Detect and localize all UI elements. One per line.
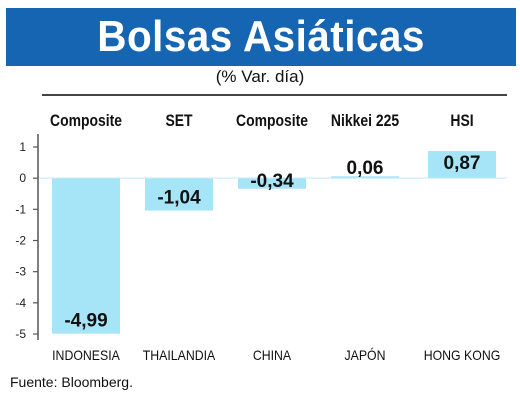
x-axis-labels: INDONESIA THAILANDIA CHINA JAPÓN HONG KONG [52, 347, 500, 363]
index-name-label: SET [165, 112, 193, 131]
value-label: -4,99 [64, 311, 107, 332]
header-divider [42, 94, 507, 96]
source-note: Fuente: Bloomberg. [10, 374, 133, 390]
value-labels: -4,99 -1,04 -0,34 0,06 0,87 [64, 153, 480, 332]
y-tick-label: -3 [15, 265, 26, 279]
y-tick-label: -2 [15, 234, 26, 248]
x-category-label: CHINA [253, 347, 291, 363]
index-name-label: HSI [450, 112, 473, 131]
bars [38, 151, 507, 334]
chart-subtitle: (% Var. día) [215, 67, 305, 86]
x-category-label: JAPÓN [344, 347, 385, 363]
bar [238, 178, 306, 189]
index-name-label: Nikkei 225 [331, 112, 399, 131]
x-category-label: HONG KONG [424, 347, 501, 363]
x-category-label: THAILANDIA [143, 347, 216, 363]
bar [428, 151, 496, 179]
value-label: -1,04 [157, 188, 201, 209]
bar [331, 176, 399, 179]
value-label: 0,87 [444, 153, 481, 174]
y-tick-label: 0 [19, 171, 26, 185]
x-category-label: INDONESIA [52, 347, 120, 363]
chart-title: Bolsas Asiáticas [97, 12, 425, 61]
y-tick-label: -5 [15, 327, 26, 341]
index-name-label: Composite [236, 112, 308, 131]
index-labels: Composite SET Composite Nikkei 225 HSI [50, 112, 474, 131]
y-axis: 1 0 -1 -2 -3 -4 -5 [15, 134, 39, 341]
value-label: 0,06 [347, 158, 384, 179]
y-tick-label: -1 [15, 202, 26, 216]
y-tick-label: 1 [19, 140, 26, 154]
bar [52, 178, 120, 334]
y-tick-label: -4 [15, 296, 26, 310]
value-label: -0,34 [250, 171, 294, 192]
index-name-label: Composite [50, 112, 122, 131]
bar [145, 178, 213, 211]
title-banner: Bolsas Asiáticas [6, 8, 516, 66]
